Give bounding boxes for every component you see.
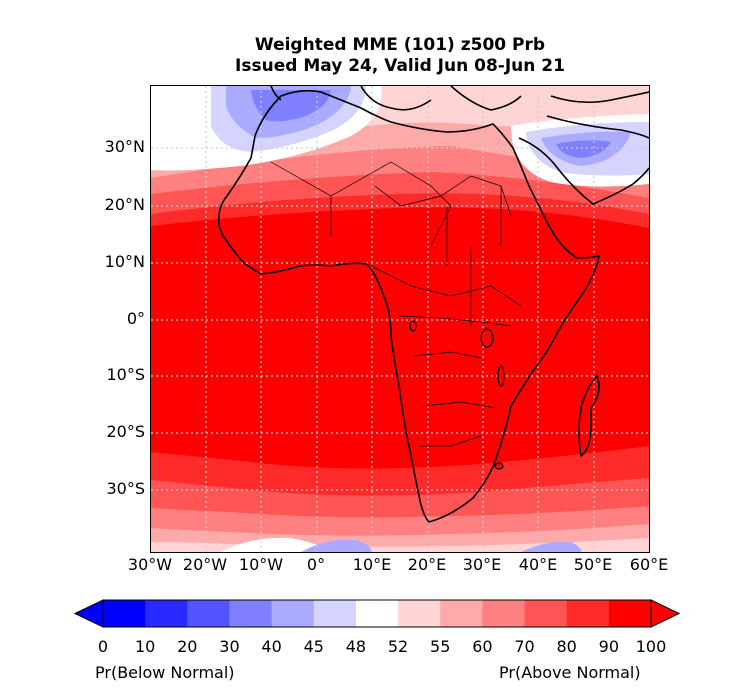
colorbar-above-label: Pr(Above Normal) <box>499 663 641 682</box>
colorbar-tick-label: 45 <box>303 637 324 656</box>
lon-label-30w: 30°W <box>127 555 173 574</box>
colorbar-tick-label: 100 <box>635 637 667 656</box>
coastline-europe <box>270 86 649 111</box>
lakes <box>409 320 505 470</box>
colorbar-tick-label: 80 <box>556 637 577 656</box>
colorbar-tick-label: 90 <box>598 637 620 656</box>
colorbar-frame <box>102 599 652 628</box>
field-south-white <box>221 537 331 552</box>
lon-label-40e: 40°E <box>518 555 558 574</box>
colorbar-cell <box>355 600 399 627</box>
map-canvas <box>151 86 649 552</box>
lon-label-20w: 20°W <box>182 555 228 574</box>
lon-label-10w: 10°W <box>238 555 284 574</box>
colorbar-cell <box>229 600 273 627</box>
colorbar-cell <box>524 600 568 627</box>
colorbar-tick-label: 70 <box>514 637 535 656</box>
graticule <box>151 86 649 552</box>
lat-label-10s: 10°S <box>106 365 145 384</box>
probability-map <box>150 85 650 553</box>
colorbar-cell <box>440 600 483 627</box>
field-ar-30 <box>556 140 611 158</box>
colorbar-tick-label: 52 <box>387 637 409 656</box>
lon-label-0: 0° <box>306 555 326 574</box>
lon-label-50e: 50°E <box>573 555 613 574</box>
map-subtitle: Issued May 24, Valid Jun 08-Jun 21 <box>235 56 565 76</box>
lon-label-10e: 10°E <box>352 555 392 574</box>
colorbar-extend-low <box>74 599 104 628</box>
lat-label-30n: 30°N <box>104 137 145 156</box>
lat-label-10n: 10°N <box>104 252 145 271</box>
lon-label-30e: 30°E <box>462 555 502 574</box>
colorbar-tick-label: 60 <box>472 637 493 656</box>
colorbar-cell <box>313 600 357 627</box>
lon-label-60e: 60°E <box>629 555 669 574</box>
colorbar-cell <box>145 600 188 627</box>
coastline-arabia <box>518 115 649 205</box>
colorbar <box>74 599 680 628</box>
map-title: Weighted MME (101) z500 Prb <box>254 35 546 55</box>
field-south-blue <box>301 539 372 552</box>
colorbar-cell <box>608 600 652 627</box>
lat-label-30s: 30°S <box>106 479 145 498</box>
colorbar-extend-high <box>650 599 680 628</box>
colorbar-tick-label: 20 <box>177 637 198 656</box>
colorbar-cell <box>103 600 146 627</box>
colorbar-tick-label: 40 <box>261 637 282 656</box>
coastline-madagascar <box>578 375 600 457</box>
lat-label-0: 0° <box>126 309 145 328</box>
colorbar-tick-label: 30 <box>219 637 240 656</box>
lat-label-20s: 20°S <box>106 422 145 441</box>
colorbar-tick-label: 10 <box>134 637 156 656</box>
colorbar-below-label: Pr(Below Normal) <box>95 663 235 682</box>
coastline-africa <box>217 86 649 523</box>
colorbar-cell <box>271 600 315 627</box>
colorbar-cell <box>566 600 610 627</box>
country-borders <box>270 161 522 447</box>
colorbar-tick-label: 0 <box>97 637 109 656</box>
colorbar-tick-label: 48 <box>345 637 367 656</box>
lon-label-20e: 20°E <box>407 555 447 574</box>
field-south-blue-2 <box>521 541 582 552</box>
colorbar-cell <box>187 600 230 627</box>
field-nw-30 <box>251 90 331 122</box>
colorbar-tick-label: 55 <box>430 637 451 656</box>
lat-label-20n: 20°N <box>104 195 145 214</box>
colorbar-cell <box>398 600 441 627</box>
colorbar-cell <box>482 600 526 627</box>
